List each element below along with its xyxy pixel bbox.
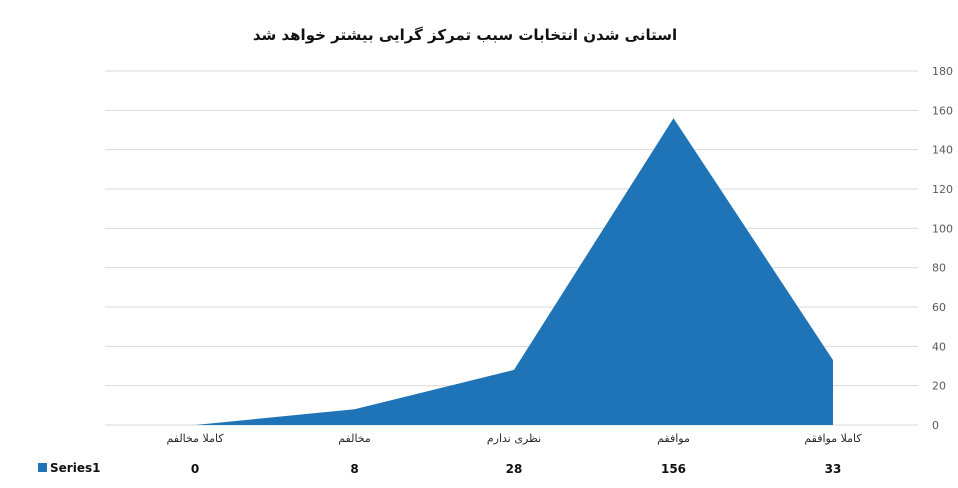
y-tick-label: 60 (932, 301, 946, 314)
data-table-value: 156 (661, 462, 686, 476)
x-tick-label: مخالفم (338, 432, 371, 445)
y-tick-label: 140 (932, 144, 953, 157)
data-table-value: 0 (191, 462, 199, 476)
data-table: Series1 0 8 28 156 33 (38, 461, 841, 476)
x-tick-label: موافقم (657, 432, 690, 445)
legend-label: Series1 (50, 461, 100, 475)
y-tick-label: 80 (932, 262, 946, 275)
y-tick-label: 40 (932, 340, 946, 353)
x-axis: کاملا مخالفم مخالفم نظری ندارم موافقم کاملا … (166, 432, 862, 445)
x-tick-label: نظری ندارم (487, 432, 541, 445)
chart-title: استانی شدن انتخابات سبب تمرکز گرایی بیشت… (253, 26, 677, 44)
y-tick-label: 120 (932, 183, 953, 196)
legend-swatch (38, 463, 47, 472)
series-layer (195, 118, 833, 425)
data-table-value: 33 (825, 462, 842, 476)
area-series-1 (195, 118, 833, 425)
y-tick-label: 180 (932, 65, 953, 78)
y-tick-label: 20 (932, 380, 946, 393)
x-tick-label: کاملا مخالفم (166, 432, 224, 445)
y-tick-label: 100 (932, 222, 953, 235)
y-tick-label: 0 (932, 419, 939, 432)
data-table-value: 28 (506, 462, 523, 476)
x-tick-label: کاملا موافقم (804, 432, 862, 445)
y-axis: 0 20 40 60 80 100 120 140 160 180 (932, 65, 953, 432)
y-tick-label: 160 (932, 104, 953, 117)
data-table-value: 8 (350, 462, 358, 476)
